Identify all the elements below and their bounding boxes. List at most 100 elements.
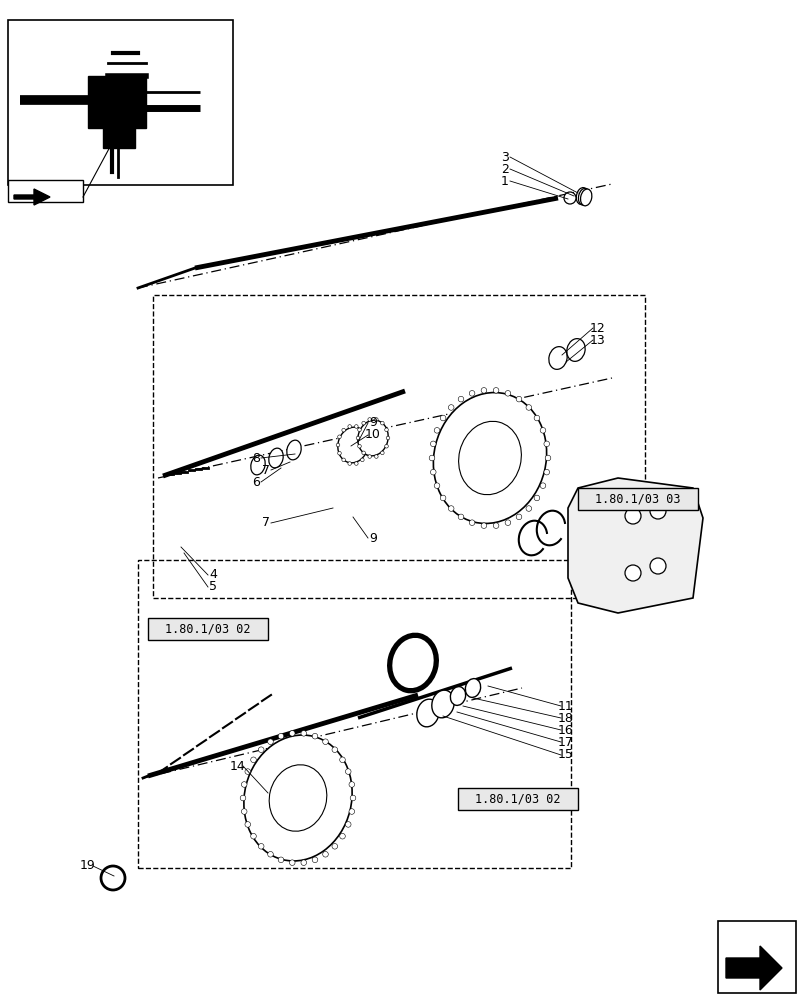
Circle shape <box>258 747 264 752</box>
Ellipse shape <box>465 679 480 697</box>
Circle shape <box>384 428 388 432</box>
Circle shape <box>258 844 264 849</box>
Circle shape <box>430 441 436 447</box>
Circle shape <box>345 822 350 827</box>
Text: 9: 9 <box>369 416 376 430</box>
Circle shape <box>481 523 486 528</box>
Circle shape <box>448 405 453 410</box>
Circle shape <box>434 428 440 433</box>
Text: 5: 5 <box>208 580 217 593</box>
Ellipse shape <box>286 440 301 460</box>
FancyBboxPatch shape <box>577 488 697 510</box>
Circle shape <box>440 495 445 501</box>
Polygon shape <box>14 189 50 205</box>
Text: 3: 3 <box>500 151 508 164</box>
Text: 4: 4 <box>208 568 217 582</box>
Circle shape <box>345 769 350 774</box>
Bar <box>717 921 795 993</box>
Circle shape <box>386 436 389 440</box>
Circle shape <box>429 455 434 461</box>
Text: 13: 13 <box>590 334 605 347</box>
Circle shape <box>289 860 294 865</box>
Bar <box>103 122 135 148</box>
Circle shape <box>311 733 317 739</box>
Ellipse shape <box>269 765 326 831</box>
Circle shape <box>367 418 371 421</box>
Circle shape <box>357 444 361 448</box>
Circle shape <box>289 731 294 736</box>
Text: 18: 18 <box>557 711 573 724</box>
Circle shape <box>380 421 384 425</box>
Circle shape <box>336 443 339 447</box>
Circle shape <box>347 462 351 465</box>
Circle shape <box>322 851 328 857</box>
Ellipse shape <box>337 427 367 463</box>
Circle shape <box>268 851 273 857</box>
Circle shape <box>539 483 545 488</box>
Circle shape <box>366 443 369 447</box>
Circle shape <box>374 418 378 421</box>
Ellipse shape <box>416 699 439 727</box>
Circle shape <box>469 391 474 396</box>
Text: 6: 6 <box>251 476 260 488</box>
Circle shape <box>364 451 368 455</box>
Text: 9: 9 <box>369 532 376 544</box>
Circle shape <box>492 523 498 528</box>
Ellipse shape <box>458 421 521 495</box>
Text: 7: 7 <box>262 516 270 530</box>
Circle shape <box>339 757 345 763</box>
Text: 1: 1 <box>500 175 508 188</box>
Text: 7: 7 <box>262 464 270 477</box>
Circle shape <box>347 425 351 428</box>
Bar <box>8 180 83 202</box>
Circle shape <box>380 451 384 455</box>
Circle shape <box>516 514 521 520</box>
Circle shape <box>245 769 251 774</box>
Circle shape <box>339 833 345 839</box>
Circle shape <box>539 428 545 433</box>
Circle shape <box>534 415 539 421</box>
Circle shape <box>564 192 575 204</box>
Circle shape <box>543 469 549 475</box>
Circle shape <box>481 388 486 393</box>
Circle shape <box>624 565 640 581</box>
Circle shape <box>434 483 440 488</box>
Circle shape <box>360 458 363 462</box>
Circle shape <box>516 396 521 402</box>
Ellipse shape <box>358 420 388 456</box>
Circle shape <box>526 506 531 511</box>
Text: 1.80.1/03 02: 1.80.1/03 02 <box>474 792 560 805</box>
Bar <box>152 295 644 598</box>
Text: 10: 10 <box>365 428 380 442</box>
Bar <box>138 560 570 868</box>
Circle shape <box>543 441 549 447</box>
Circle shape <box>649 558 665 574</box>
Circle shape <box>251 757 256 763</box>
Circle shape <box>349 782 354 787</box>
Circle shape <box>469 520 474 525</box>
Polygon shape <box>568 478 702 613</box>
Ellipse shape <box>576 188 587 204</box>
Circle shape <box>374 455 378 458</box>
Circle shape <box>322 739 328 745</box>
Ellipse shape <box>433 393 546 523</box>
Circle shape <box>240 795 246 801</box>
Ellipse shape <box>431 690 453 718</box>
Circle shape <box>360 428 363 432</box>
Circle shape <box>301 860 307 865</box>
Text: 15: 15 <box>557 748 573 762</box>
Circle shape <box>649 503 665 519</box>
Circle shape <box>278 857 284 863</box>
Circle shape <box>349 809 354 814</box>
Circle shape <box>341 428 345 432</box>
Circle shape <box>356 436 359 440</box>
Text: 14: 14 <box>230 760 246 772</box>
Circle shape <box>534 495 539 501</box>
Circle shape <box>457 514 463 520</box>
Circle shape <box>341 458 345 462</box>
Text: 1.80.1/03 03: 1.80.1/03 03 <box>594 492 680 506</box>
Ellipse shape <box>243 735 352 861</box>
Circle shape <box>332 844 337 849</box>
Circle shape <box>544 455 550 461</box>
Circle shape <box>337 435 341 439</box>
